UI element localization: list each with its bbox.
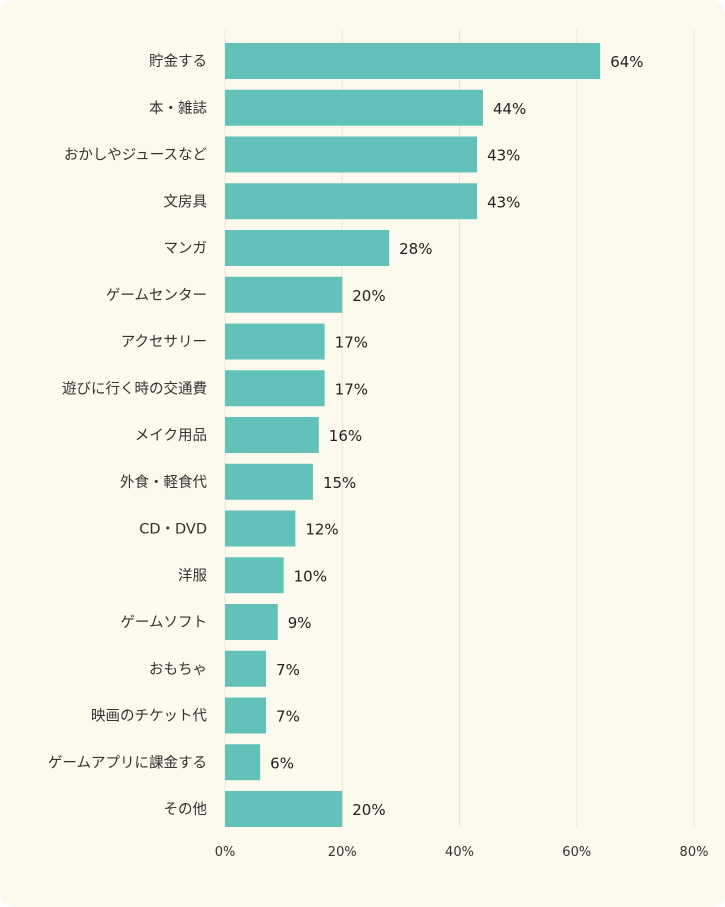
bar [225, 417, 319, 453]
data-label: 16% [329, 427, 362, 445]
category-label: 本・雑誌 [149, 100, 207, 117]
data-label: 28% [399, 240, 432, 258]
data-label: 10% [294, 567, 327, 585]
labels: 0% 20% 40% 60% 80% 貯金する 64% 本・雑誌 44% おかしやジュースなど 43… [48, 53, 709, 860]
data-label: 7% [276, 661, 300, 679]
bar [225, 276, 343, 313]
bar [225, 323, 325, 360]
bars [225, 43, 601, 827]
bar [225, 791, 343, 827]
x-tick-label: 80% [680, 845, 709, 860]
category-label: 映画のチケット代 [91, 708, 207, 725]
category-label: ゲームソフト [120, 614, 207, 631]
category-label: おもちゃ [149, 661, 207, 678]
bar [225, 463, 313, 500]
category-label: メイク用品 [135, 427, 207, 444]
bar [225, 370, 325, 407]
data-label: 20% [352, 801, 385, 819]
category-label: アクセサリー [121, 334, 207, 351]
bar [225, 697, 267, 734]
category-label: ゲームアプリに課金する [48, 754, 207, 771]
bar [225, 89, 483, 126]
category-label: CD・DVD [139, 522, 207, 538]
data-label: 64% [610, 53, 643, 71]
category-label: 遊びに行く時の交通費 [62, 379, 207, 397]
data-label: 15% [323, 474, 356, 492]
data-label: 17% [335, 380, 368, 398]
bar [225, 136, 478, 173]
data-label: 17% [335, 334, 368, 352]
bar [225, 604, 278, 640]
bar [225, 510, 296, 547]
data-label: 44% [493, 100, 526, 118]
category-label: おかしやジュースなど [64, 147, 208, 164]
x-tick-label: 60% [562, 845, 591, 860]
bar [225, 183, 478, 220]
data-label: 12% [305, 521, 338, 539]
data-label: 9% [288, 614, 312, 632]
category-label: 外食・軽食代 [120, 474, 207, 491]
category-label: マンガ [164, 240, 208, 257]
category-label: 貯金する [149, 53, 207, 70]
x-tick-label: 0% [215, 845, 236, 860]
bar [225, 650, 267, 687]
data-label: 43% [487, 147, 520, 165]
x-tick-label: 40% [445, 845, 474, 860]
data-label: 7% [276, 708, 300, 726]
bar [225, 744, 261, 781]
data-label: 20% [352, 287, 385, 305]
data-label: 43% [487, 193, 520, 211]
category-label: 文房具 [164, 193, 208, 210]
bar [225, 557, 284, 594]
category-label: 洋服 [178, 567, 207, 584]
x-tick-label: 20% [328, 845, 357, 860]
category-label: その他 [164, 801, 208, 818]
category-label: ゲームセンター [106, 287, 207, 304]
bar [225, 230, 390, 266]
data-label: 6% [270, 754, 294, 772]
bar [225, 43, 601, 79]
